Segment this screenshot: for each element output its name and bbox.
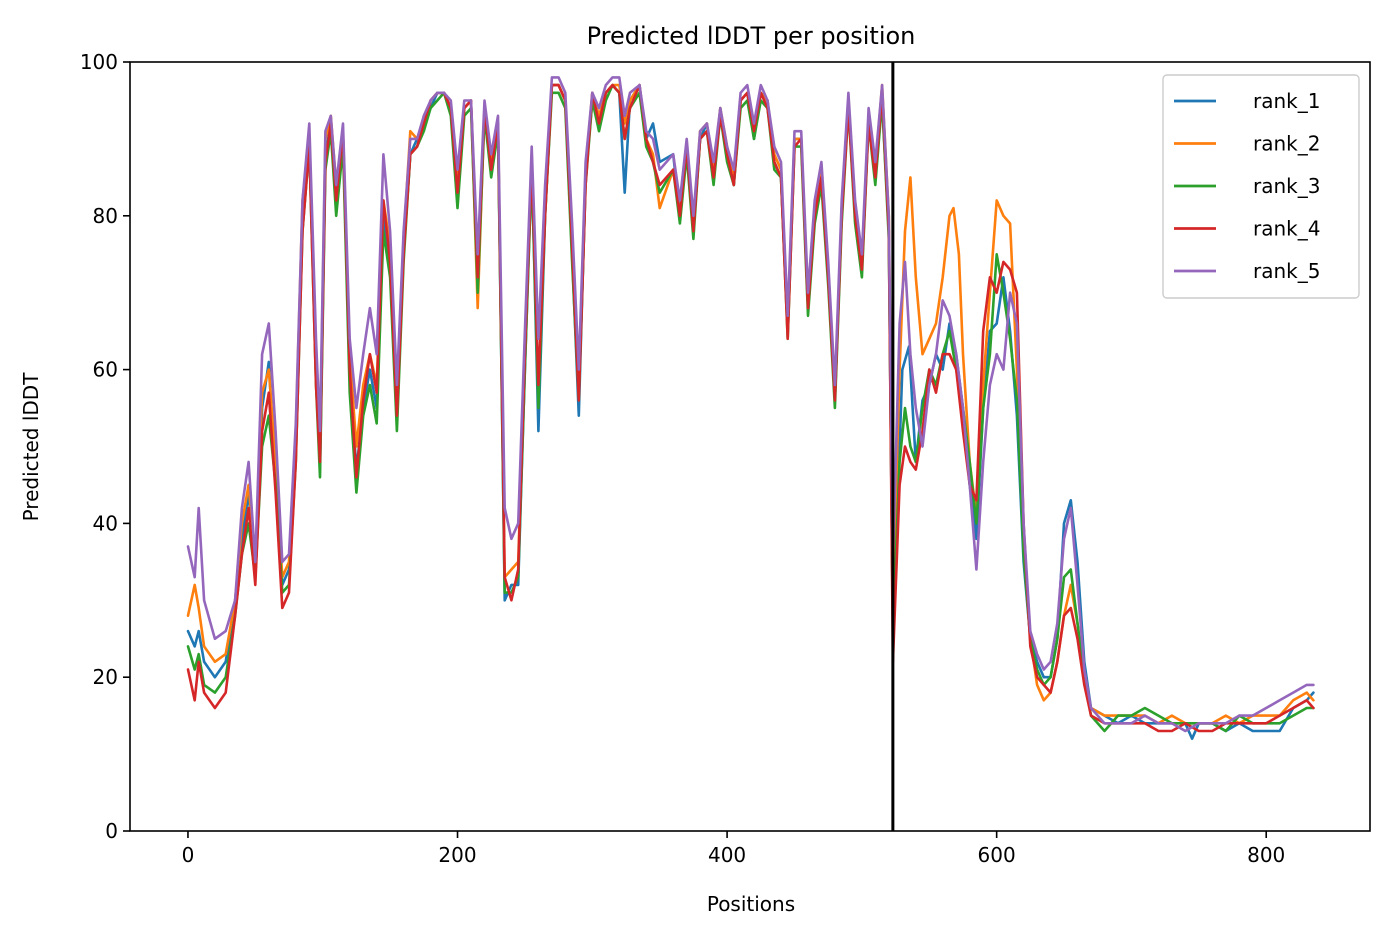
chart-title: Predicted lDDT per position: [587, 22, 916, 50]
y-tick-label: 0: [105, 819, 118, 843]
legend: rank_1 rank_2 rank_3 rank_4 rank_5: [1162, 74, 1360, 299]
x-tick-label: 200: [438, 843, 476, 867]
series-line-rank_5: [186, 76, 1315, 733]
plot-area-frame: [129, 61, 1371, 832]
x-tick-label: 600: [978, 843, 1016, 867]
y-tick-label: 80: [93, 204, 118, 228]
y-axis-ticks: 0 20 40 60 80 100: [80, 50, 130, 843]
x-tick-label: 400: [708, 843, 746, 867]
x-tick-label: 800: [1247, 843, 1285, 867]
y-tick-label: 60: [93, 358, 118, 382]
y-tick-label: 40: [93, 511, 118, 535]
legend-label-rank_1: rank_1: [1253, 89, 1320, 113]
legend-label-rank_3: rank_3: [1253, 174, 1320, 198]
legend-label-rank_5: rank_5: [1253, 259, 1320, 283]
series-layer: [186, 76, 1315, 740]
series-line-rank_4: [186, 83, 1315, 733]
legend-box: [1162, 74, 1360, 299]
y-axis-label: Predicted lDDT: [19, 372, 43, 522]
legend-items: rank_1 rank_2 rank_3 rank_4 rank_5: [1174, 89, 1320, 283]
x-axis-ticks: 0 200 400 600 800: [182, 831, 1285, 867]
y-tick-label: 100: [80, 50, 118, 74]
x-tick-label: 0: [182, 843, 195, 867]
y-tick-label: 20: [93, 665, 118, 689]
x-axis-label: Positions: [707, 892, 795, 916]
legend-label-rank_2: rank_2: [1253, 132, 1320, 156]
legend-label-rank_4: rank_4: [1253, 217, 1320, 241]
